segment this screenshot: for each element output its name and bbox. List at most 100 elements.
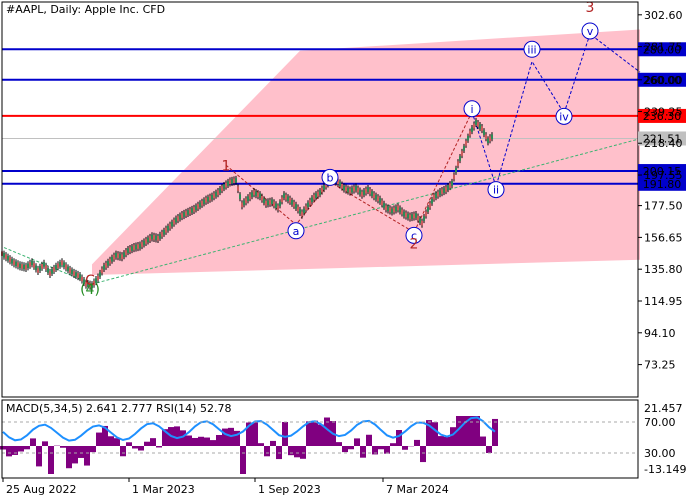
macd-bar (366, 434, 372, 446)
wave-label-5: c (411, 229, 417, 242)
candle-body (213, 193, 215, 198)
candle-body (21, 264, 23, 269)
candle-body (255, 191, 257, 196)
candle-body (15, 261, 17, 267)
price-tick-3: 239.25 (644, 105, 683, 118)
candle-body (37, 268, 39, 273)
macd-bar (84, 446, 90, 466)
candle-body (95, 278, 97, 283)
macd-bar (78, 446, 84, 458)
candle-body (341, 183, 343, 189)
candle-body (119, 253, 121, 259)
macd-bar (474, 416, 480, 446)
candle-body (31, 260, 33, 266)
macd-bar (36, 446, 42, 467)
wave-label-0: C (85, 273, 95, 289)
candle-body (401, 209, 403, 215)
candle-body (481, 126, 483, 131)
macd-bar (102, 425, 108, 446)
macd-bar (174, 426, 180, 446)
candle-body (223, 184, 225, 189)
candle-body (451, 181, 453, 186)
candle-body (39, 266, 41, 271)
candle-body (311, 197, 313, 203)
candle-body (455, 167, 457, 173)
wave-label-4: b (327, 171, 334, 184)
macd-bar (234, 430, 240, 446)
macd-bar (480, 436, 486, 446)
candle-body (5, 254, 7, 259)
macd-bar (384, 446, 390, 454)
candle-body (57, 263, 59, 269)
macd-bar (324, 417, 330, 446)
candle-body (469, 130, 471, 136)
candle-body (419, 218, 421, 223)
candle-body (457, 161, 459, 166)
candle-body (413, 213, 415, 219)
candle-body (375, 194, 377, 200)
candle-body (271, 199, 273, 205)
candle-body (377, 196, 379, 202)
macd-bar (468, 416, 474, 446)
candle-body (347, 187, 349, 193)
candle-body (275, 203, 277, 209)
macd-bar (66, 446, 72, 469)
candle-body (385, 205, 387, 211)
candle-body (439, 190, 441, 195)
candle-body (207, 196, 209, 202)
candle-body (463, 146, 465, 151)
candle-body (197, 204, 199, 209)
candle-body (35, 265, 37, 271)
macd-bar (216, 435, 222, 446)
candle-body (179, 214, 181, 220)
candle-body (475, 120, 477, 125)
candle-body (203, 199, 205, 205)
macd-bar (354, 438, 360, 446)
candle-body (221, 186, 223, 191)
candle-body (229, 179, 231, 185)
candle-body (97, 275, 99, 281)
level-box-4 (638, 164, 686, 179)
level-box-3 (638, 131, 686, 146)
candle-body (189, 209, 191, 214)
candle-body (191, 208, 193, 213)
candle-body (59, 262, 61, 267)
candle-body (163, 230, 165, 235)
candle-body (441, 189, 443, 194)
price-tick-2: 260.00 (644, 74, 683, 87)
candle-body (447, 185, 449, 190)
candle-body (343, 185, 345, 191)
wave-circle-9 (523, 40, 541, 58)
candle-body (473, 123, 475, 129)
macd-bar (432, 422, 438, 446)
macd-bar (192, 437, 198, 446)
channel-area (92, 29, 640, 275)
candle-body (265, 201, 267, 206)
level-box-2 (638, 108, 686, 123)
candle-body (291, 200, 293, 205)
time-tick-2: 1 Sep 2023 (258, 483, 321, 496)
candle-body (111, 256, 113, 262)
price-tick-8: 135.80 (644, 263, 683, 276)
candle-body (187, 210, 189, 215)
macd-bar (90, 446, 96, 453)
macd-bar (222, 428, 228, 446)
candle-body (379, 197, 381, 203)
candle-body (61, 260, 63, 266)
candle-body (319, 190, 321, 195)
candle-body (423, 216, 425, 221)
candle-body (181, 213, 183, 218)
macd-bar (300, 446, 306, 459)
candle-body (317, 191, 319, 197)
macd-bar (162, 429, 168, 446)
macd-bar (438, 436, 444, 446)
candle-body (303, 208, 305, 214)
candle-body (467, 135, 469, 141)
candle-body (89, 282, 91, 288)
macd-bar (132, 446, 138, 449)
candle-body (369, 189, 371, 194)
candle-body (99, 272, 101, 277)
main-frame (1, 1, 639, 398)
candle-body (137, 244, 139, 249)
